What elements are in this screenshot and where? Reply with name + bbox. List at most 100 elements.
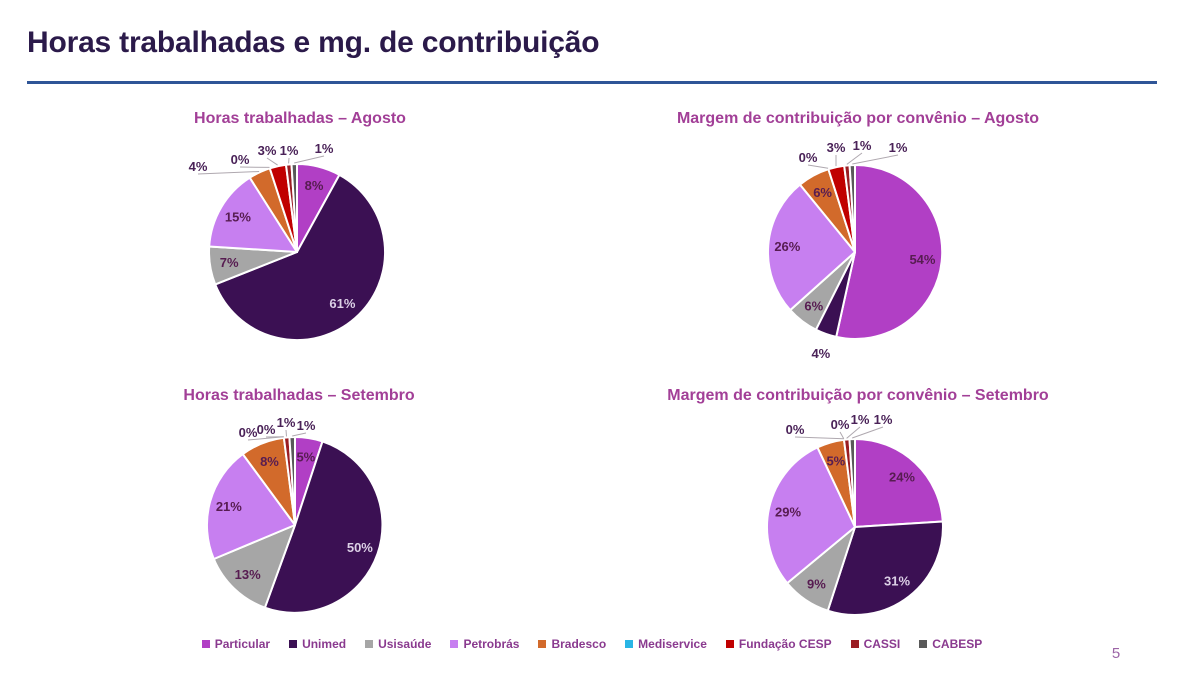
- legend-swatch-icon: [450, 640, 459, 648]
- pie-slice-CABESP: [288, 436, 296, 526]
- legend-label: Particular: [214, 637, 271, 651]
- legend-swatch-icon: [201, 640, 210, 648]
- pie-slice-Unimed: [214, 173, 387, 341]
- pie-label-Bradesco: 4%: [189, 159, 208, 174]
- pie-label-Petrobrás: 15%: [225, 210, 251, 225]
- pie-label-Fundação CESP: 0%: [257, 422, 276, 437]
- pie-label-Mediservice: 0%: [239, 425, 258, 440]
- legend-swatch-icon: [365, 640, 374, 648]
- pie-label-CASSI: 1%: [853, 138, 872, 153]
- pie-label-Bradesco: 6%: [813, 185, 832, 200]
- legend-label: CASSI: [863, 637, 901, 651]
- pie-label-Fundação CESP: 3%: [258, 143, 277, 158]
- pie-label-Unimed: 50%: [347, 540, 373, 555]
- legend-swatch-icon: [289, 640, 298, 648]
- legend-item: Bradesco: [538, 637, 606, 651]
- pie-label-Particular: 5%: [296, 450, 315, 465]
- pie-slice-CABESP: [848, 438, 856, 528]
- pie-chart-3: 24%31%9%29%5%0% 0% 1% 1%: [766, 412, 944, 616]
- pie-label-Unimed: 4%: [811, 346, 830, 361]
- legend-label: Petrobrás: [463, 637, 520, 651]
- legend-item: Mediservice: [625, 637, 707, 651]
- pie-slice-Unimed: [263, 440, 384, 614]
- legend-item: Particular: [201, 637, 271, 651]
- legend-label: CABESP: [932, 637, 983, 651]
- pie-label-Petrobrás: 26%: [774, 239, 800, 254]
- pie-label-Mediservice: 0%: [786, 422, 805, 437]
- pie-label-Usisaúde: 7%: [220, 255, 239, 270]
- leader-line: [807, 164, 829, 169]
- pie-label-Particular: 54%: [909, 252, 935, 267]
- leader-line: [285, 429, 287, 437]
- pie-label-Fundação CESP: 0%: [831, 417, 850, 432]
- pie-label-Unimed: 61%: [329, 296, 355, 311]
- pie-label-Bradesco: 8%: [260, 454, 279, 469]
- legend-item: CASSI: [850, 637, 901, 651]
- pie-label-Petrobrás: 29%: [775, 505, 801, 520]
- page-title: Horas trabalhadas e mg. de contribuição: [27, 26, 600, 59]
- pie-label-Petrobrás: 21%: [216, 499, 242, 514]
- leader-line: [292, 432, 307, 437]
- chart-title-margem-setembro: Margem de contribuição por convênio – Se…: [667, 387, 1049, 404]
- legend-label: Mediservice: [638, 637, 707, 651]
- legend-swatch-icon: [850, 640, 859, 648]
- pie-chart-2: 5%50%13%21%8%0% 0% 1% 1%: [205, 415, 384, 614]
- pie-label-Particular: 24%: [889, 469, 915, 484]
- pie-label-CABESP: 1%: [315, 141, 334, 156]
- legend-item: Usisaúde: [365, 637, 431, 651]
- pie-label-Fundação CESP: 3%: [827, 140, 846, 155]
- leader-line: [852, 426, 884, 439]
- pie-slice-Petrobrás: [205, 453, 296, 560]
- legend-label: Bradesco: [551, 637, 607, 651]
- chart-title-horas-setembro: Horas trabalhadas – Setembro: [183, 387, 415, 404]
- pie-label-Particular: 8%: [305, 178, 324, 193]
- leader-line: [839, 431, 845, 439]
- leader-line: [852, 154, 899, 165]
- pie-label-Mediservice: 0%: [231, 152, 250, 167]
- legend-label: Unimed: [302, 637, 347, 651]
- pie-label-CABESP: 1%: [889, 140, 908, 155]
- legend-item: Petrobrás: [450, 637, 519, 651]
- legend-label: Fundação CESP: [738, 637, 832, 651]
- pie-slice-CABESP: [848, 164, 856, 253]
- legend-swatch-icon: [625, 640, 634, 648]
- chart-title-horas-agosto: Horas trabalhadas – Agosto: [194, 110, 406, 127]
- legend-swatch-icon: [919, 640, 928, 648]
- pie-chart-0: 8%61%7%15%4% 0%3% 1% 1%: [189, 141, 387, 341]
- pie-label-CASSI: 1%: [277, 415, 296, 430]
- pie-label-CABESP: 1%: [297, 418, 316, 433]
- title-underline: [27, 81, 1157, 84]
- leader-line: [846, 152, 863, 165]
- pie-slice-Usisaúde: [212, 524, 296, 609]
- leader-line: [294, 155, 325, 164]
- legend-item: Unimed: [289, 637, 346, 651]
- pie-slice-CABESP: [290, 163, 298, 253]
- pie-label-CASSI: 1%: [280, 143, 299, 158]
- leader-line: [197, 171, 260, 175]
- pie-label-Usisaúde: 13%: [235, 567, 261, 582]
- pie-label-CASSI: 1%: [851, 412, 870, 427]
- pie-slice-Petrobrás: [208, 176, 298, 253]
- pie-label-Usisaúde: 9%: [807, 576, 826, 591]
- leader-line: [846, 426, 861, 439]
- pie-slice-Particular: [835, 163, 944, 340]
- pie-slice-Unimed: [826, 520, 944, 616]
- pie-label-Unimed: 31%: [884, 574, 910, 589]
- legend-swatch-icon: [725, 640, 734, 648]
- legend-item: CABESP: [919, 637, 982, 651]
- legend: Particular Unimed Usisaúde Petrobrás Bradesc…: [0, 637, 1184, 651]
- pie-slice-Particular: [854, 438, 944, 528]
- leader-line: [794, 436, 844, 440]
- pie-label-Mediservice: 0%: [799, 150, 818, 165]
- pie-label-Bradesco: 5%: [826, 454, 845, 469]
- legend-item: Fundação CESP: [725, 637, 832, 651]
- pie-chart-1: 54% 4% 6% 26% 6% 0% 3% 1% 1%: [767, 138, 944, 361]
- leader-line: [266, 157, 278, 166]
- pie-slice-Petrobrás: [767, 183, 856, 312]
- pie-label-CABESP: 1%: [874, 412, 893, 427]
- pie-label-Usisaúde: 6%: [804, 298, 823, 313]
- legend-swatch-icon: [538, 640, 547, 648]
- page-number: 5: [1111, 645, 1121, 662]
